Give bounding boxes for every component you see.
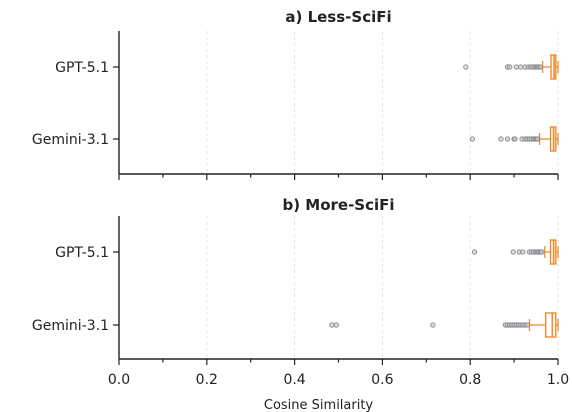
outlier-point <box>520 249 526 255</box>
x-tick-label: 1.0 <box>547 372 569 388</box>
outlier-point <box>513 64 519 70</box>
outlier-point <box>469 136 476 142</box>
outlier-point <box>524 322 530 328</box>
outlier-point <box>537 64 544 70</box>
x-tick-label: 0.0 <box>108 372 130 388</box>
outlier-point <box>329 322 335 328</box>
x-tick-label: 0.2 <box>196 372 218 388</box>
x-axis-label: Cosine Similarity <box>264 398 374 412</box>
y-tick-label: GPT-5.1 <box>55 245 109 261</box>
outlier-point <box>504 136 511 142</box>
outlier-point <box>510 249 516 255</box>
outlier-point <box>463 64 469 70</box>
y-tick-label: Gemini-3.1 <box>32 318 109 334</box>
outlier-point <box>535 136 541 142</box>
x-tick-label: 0.8 <box>459 372 481 388</box>
outlier-point <box>539 249 545 255</box>
y-tick-label: GPT-5.1 <box>55 60 109 76</box>
outlier-point <box>518 64 524 70</box>
y-tick-label: Gemini-3.1 <box>32 132 109 148</box>
outlier-point <box>430 322 436 328</box>
panel-title: b) More-SciFi <box>282 196 394 214</box>
x-tick-label: 0.4 <box>283 372 305 388</box>
outlier-point <box>471 249 478 255</box>
box <box>545 312 557 338</box>
panel-title: a) Less-SciFi <box>285 8 391 26</box>
outlier-point <box>507 64 513 70</box>
outlier-point <box>512 136 518 142</box>
x-tick-label: 0.6 <box>371 372 393 388</box>
outlier-point <box>333 322 339 328</box>
outlier-point <box>498 136 504 142</box>
